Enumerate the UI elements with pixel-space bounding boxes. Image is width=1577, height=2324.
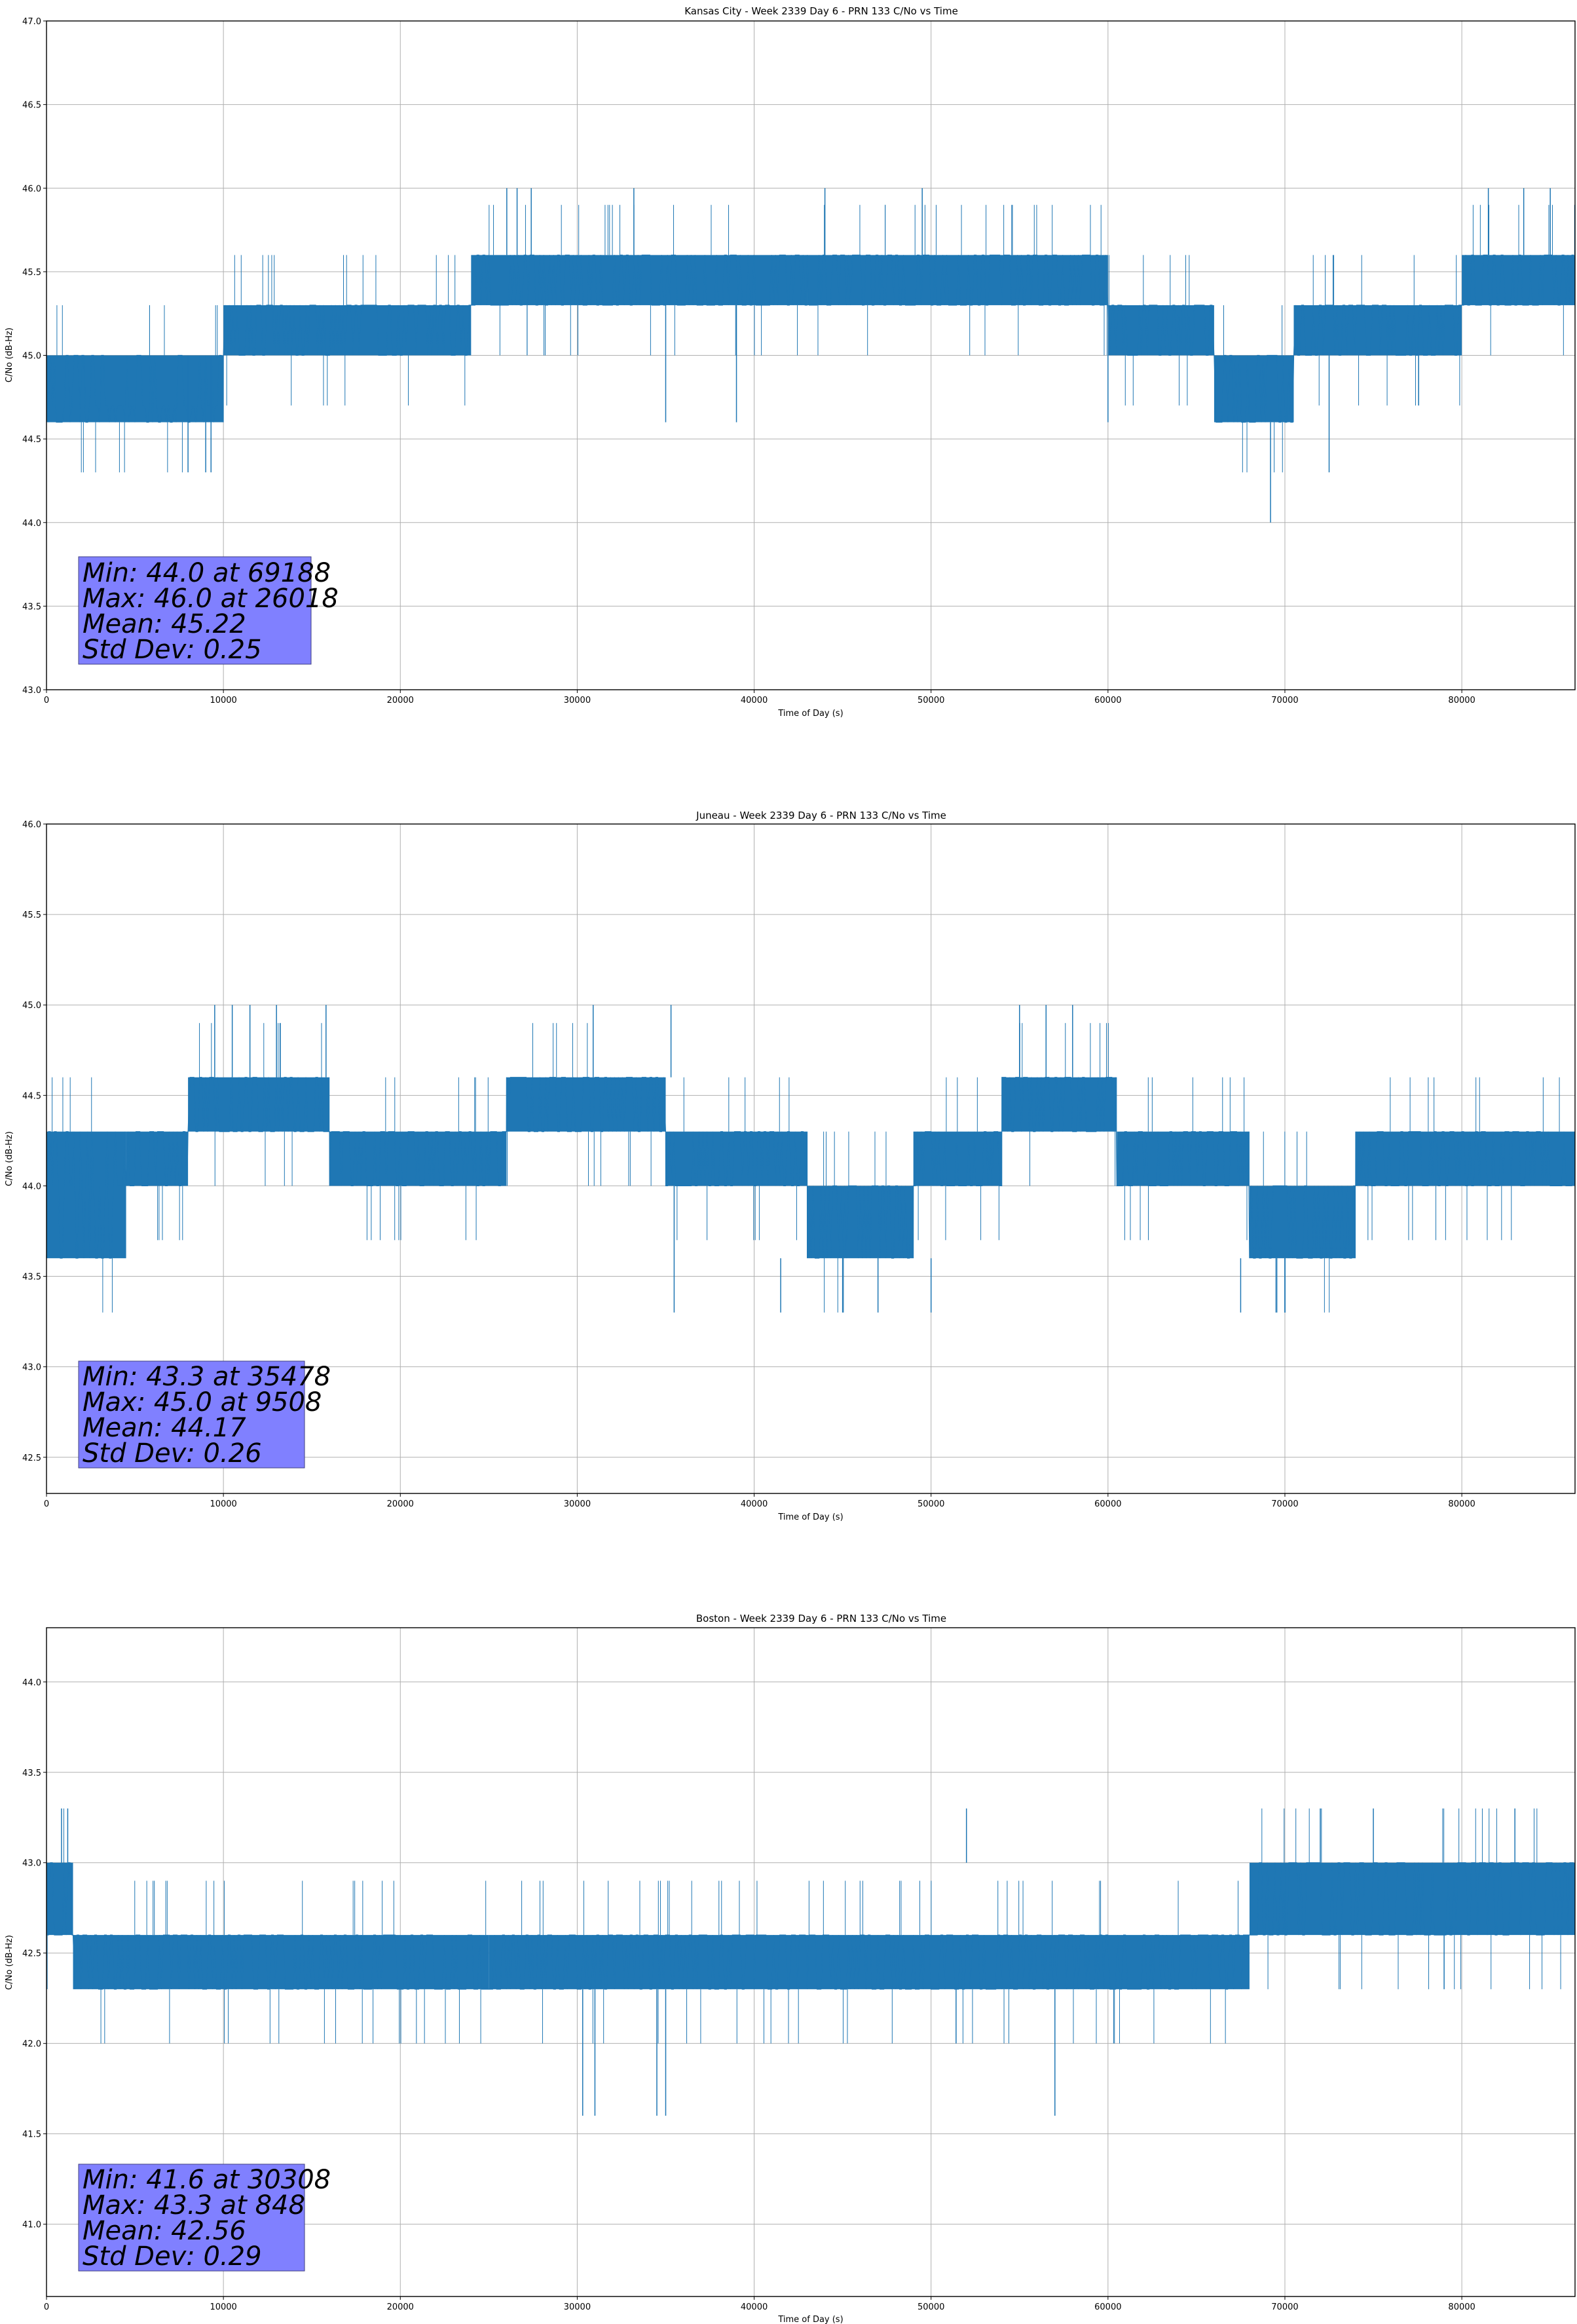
y-tick-label: 44.5 [22, 435, 41, 445]
series-line [46, 1862, 1574, 1990]
y-tick-label: 45.5 [22, 910, 41, 920]
series-group [46, 1005, 1575, 1313]
stat-max: Max: 45.0 at 9508 [83, 1387, 322, 1417]
stat-std-dev: Std Dev: 0.26 [83, 1438, 262, 1469]
x-tick-label: 0 [44, 2302, 49, 2312]
y-tick-label: 44.0 [22, 1182, 41, 1191]
x-tick-label: 50000 [918, 696, 944, 705]
x-tick-label: 30000 [564, 1499, 591, 1509]
x-tick-label: 20000 [387, 2302, 414, 2312]
chart-title: Boston - Week 2339 Day 6 - PRN 133 C/No … [696, 1613, 946, 1624]
y-tick-label: 45.0 [22, 352, 41, 362]
subplot-kansas-city: Kansas City - Week 2339 Day 6 - PRN 133 … [5, 5, 1576, 719]
x-tick-label: 60000 [1094, 1499, 1121, 1509]
x-tick-label: 20000 [387, 1499, 414, 1509]
x-axis-label: Time of Day (s) [777, 1512, 843, 1522]
x-tick-label: 60000 [1094, 696, 1121, 705]
y-tick-label: 43.5 [22, 1273, 41, 1283]
x-tick-label: 10000 [210, 1499, 236, 1509]
series-band [46, 1862, 73, 1936]
y-ticks: 42.5 43.0 43.5 44.0 44.5 45.0 45.5 46.0 [22, 820, 46, 1463]
y-tick-label: 44.0 [22, 519, 41, 529]
stat-max: Max: 46.0 at 26018 [83, 584, 339, 614]
x-tick-label: 70000 [1271, 696, 1298, 705]
subplot-juneau: Juneau - Week 2339 Day 6 - PRN 133 C/No … [5, 810, 1576, 1522]
x-tick-label: 10000 [210, 2302, 236, 2312]
y-tick-label: 42.0 [22, 2040, 41, 2050]
subplot-boston: Boston - Week 2339 Day 6 - PRN 133 C/No … [5, 1613, 1576, 2324]
y-tick-label: 43.5 [22, 1769, 41, 1778]
y-tick-label: 43.0 [22, 686, 41, 696]
x-tick-label: 50000 [918, 1499, 944, 1509]
x-tick-label: 40000 [741, 2302, 768, 2312]
y-ticks: 43.0 43.5 44.0 44.5 45.0 45.5 46.0 46.5 47.0 [22, 17, 46, 696]
y-ticks: 41.0 41.5 42.0 42.5 43.0 43.5 44.0 [22, 1678, 46, 2230]
stats-box: Min: 44.0 at 69188 Max: 46.0 at 26018 Me… [78, 556, 339, 665]
plot-frame [46, 823, 1576, 1494]
y-tick-label: 46.0 [22, 184, 41, 194]
y-tick-label: 41.0 [22, 2221, 41, 2230]
y-tick-label: 47.0 [22, 17, 41, 27]
y-tick-label: 42.5 [22, 1949, 41, 1959]
x-tick-label: 30000 [564, 2302, 591, 2312]
stats-box: Min: 41.6 at 30308 Max: 43.3 at 848 Mean… [78, 2164, 331, 2272]
x-axis-label: Time of Day (s) [777, 709, 843, 719]
y-tick-label: 44.5 [22, 1091, 41, 1101]
stat-std-dev: Std Dev: 0.25 [83, 635, 262, 665]
x-tick-label: 50000 [918, 2302, 944, 2312]
stat-max: Max: 43.3 at 848 [83, 2190, 305, 2221]
stat-min: Min: 44.0 at 69188 [83, 558, 331, 588]
stat-std-dev: Std Dev: 0.29 [83, 2241, 262, 2272]
x-ticks: 0 10000 20000 30000 40000 50000 60000 70000 8000… [44, 690, 1475, 705]
series-group [46, 1808, 1575, 2116]
y-tick-label: 43.5 [22, 602, 41, 612]
stats-box: Min: 43.3 at 35478 Max: 45.0 at 9508 Mea… [78, 1360, 331, 1469]
stat-min: Min: 43.3 at 35478 [83, 1362, 331, 1392]
stat-mean: Mean: 45.22 [83, 609, 246, 639]
chart-title: Juneau - Week 2339 Day 6 - PRN 133 C/No … [696, 810, 946, 821]
plot-frame [46, 1627, 1576, 2297]
x-tick-label: 0 [44, 1499, 49, 1509]
y-tick-label: 45.0 [22, 1001, 41, 1011]
stats-box-background [78, 556, 312, 665]
y-axis-label: C/No (dB-Hz) [5, 1935, 14, 1990]
x-tick-label: 80000 [1448, 2302, 1475, 2312]
stat-mean: Mean: 44.17 [83, 1413, 246, 1443]
chart-title: Kansas City - Week 2339 Day 6 - PRN 133 … [684, 5, 958, 17]
x-tick-label: 60000 [1094, 2302, 1121, 2312]
y-tick-label: 44.0 [22, 1678, 41, 1688]
y-tick-label: 45.5 [22, 268, 41, 278]
x-tick-label: 80000 [1448, 696, 1475, 705]
y-tick-label: 42.5 [22, 1453, 41, 1463]
x-tick-label: 10000 [210, 696, 236, 705]
x-ticks: 0 10000 20000 30000 40000 50000 60000 70000 8000… [44, 2296, 1475, 2312]
y-axis-label: C/No (dB-Hz) [5, 328, 14, 383]
x-tick-label: 70000 [1271, 1499, 1298, 1509]
series-line [46, 254, 1574, 423]
stat-min: Min: 41.6 at 30308 [83, 2165, 331, 2195]
x-axis-label: Time of Day (s) [777, 2315, 843, 2324]
y-tick-label: 43.0 [22, 1363, 41, 1373]
y-axis-label: C/No (dB-Hz) [5, 1131, 14, 1186]
y-tick-label: 43.0 [22, 1859, 41, 1869]
x-tick-label: 40000 [741, 1499, 768, 1509]
x-tick-label: 70000 [1271, 2302, 1298, 2312]
y-tick-label: 46.5 [22, 101, 41, 111]
x-tick-label: 40000 [741, 696, 768, 705]
series-line [46, 1077, 1574, 1259]
x-tick-label: 20000 [387, 696, 414, 705]
stats-box-background [78, 1360, 305, 1469]
y-tick-label: 46.0 [22, 820, 41, 830]
x-tick-label: 0 [44, 696, 49, 705]
x-tick-label: 30000 [564, 696, 591, 705]
x-tick-label: 80000 [1448, 1499, 1475, 1509]
y-tick-label: 41.5 [22, 2130, 41, 2140]
stat-mean: Mean: 42.56 [83, 2216, 246, 2246]
x-ticks: 0 10000 20000 30000 40000 50000 60000 70000 8000… [44, 1493, 1475, 1509]
stats-box-background [78, 2164, 305, 2272]
